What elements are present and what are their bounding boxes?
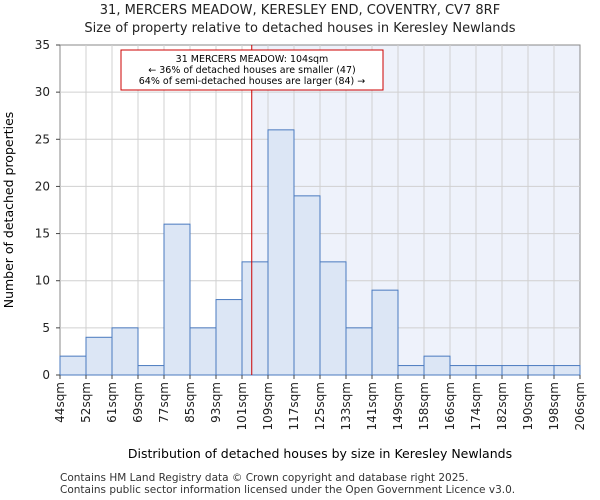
y-axis-label: Number of detached properties <box>1 112 16 309</box>
x-tick-label: 44sqm <box>53 382 67 423</box>
histogram-bar <box>137 365 165 376</box>
histogram-bar <box>215 299 243 376</box>
y-tick-label: 0 <box>42 368 50 382</box>
title-block: 31, MERCERS MEADOW, KERESLEY END, COVENT… <box>0 2 600 38</box>
x-tick-label: 158sqm <box>417 382 431 430</box>
histogram-bar <box>59 355 87 376</box>
histogram-bar <box>371 289 399 376</box>
y-tick-label: 25 <box>35 132 50 146</box>
histogram-bar <box>527 365 555 376</box>
histogram-bar <box>85 336 113 376</box>
x-tick-label: 149sqm <box>391 382 405 430</box>
annotation-frame <box>120 49 384 91</box>
histogram-bar <box>293 195 321 376</box>
histogram-bar <box>423 355 451 376</box>
histogram-bar <box>111 327 139 376</box>
x-tick-label: 206sqm <box>573 382 587 430</box>
x-tick-label: 133sqm <box>339 382 353 430</box>
histogram-bar <box>345 327 373 376</box>
x-tick-label: 52sqm <box>79 382 93 423</box>
x-axis-ticks: 44sqm 52sqm 61sqm 69sqm 77sqm 85sqm 93sqm 101sq… <box>53 375 587 430</box>
x-tick-label: 77sqm <box>157 382 171 423</box>
y-tick-label: 10 <box>35 274 50 288</box>
x-tick-label: 166sqm <box>443 382 457 430</box>
x-tick-label: 125sqm <box>313 382 327 430</box>
y-tick-label: 30 <box>35 85 50 99</box>
y-tick-label: 5 <box>42 321 50 335</box>
footer: Contains HM Land Registry data © Crown c… <box>60 472 515 496</box>
x-axis-label: Distribution of detached houses by size … <box>128 446 512 461</box>
y-tick-label: 20 <box>35 179 50 193</box>
x-tick-label: 117sqm <box>287 382 301 430</box>
footer-line-1: Contains HM Land Registry data © Crown c… <box>60 472 469 484</box>
histogram-bar <box>267 129 295 376</box>
x-tick-label: 141sqm <box>365 382 379 430</box>
histogram-bar <box>241 261 269 376</box>
x-tick-label: 109sqm <box>261 382 275 430</box>
x-tick-label: 190sqm <box>521 382 535 430</box>
x-tick-label: 198sqm <box>547 382 561 430</box>
chart-title: 31, MERCERS MEADOW, KERESLEY END, COVENT… <box>99 3 501 18</box>
annotation-box: 31 MERCERS MEADOW: 104sqm ← 36% of detac… <box>120 49 384 91</box>
histogram-bar <box>501 365 529 376</box>
x-tick-label: 61sqm <box>105 382 119 423</box>
x-tick-label: 182sqm <box>495 382 509 430</box>
histogram-bar <box>553 365 581 376</box>
x-tick-label: 174sqm <box>469 382 483 430</box>
footer-line-2: Contains public sector information licen… <box>60 484 516 496</box>
chart-subtitle: Size of property relative to detached ho… <box>84 21 516 36</box>
histogram-bar <box>397 365 425 376</box>
annotation-line-1: 31 MERCERS MEADOW: 104sqm <box>176 54 329 65</box>
y-axis-ticks: 0 5 10 15 20 25 30 35 <box>35 38 60 382</box>
annotation-line-2: ← 36% of detached houses are smaller (47… <box>148 65 355 76</box>
y-tick-label: 15 <box>35 227 50 241</box>
x-tick-label: 69sqm <box>131 382 145 423</box>
histogram-bar <box>475 365 503 376</box>
y-tick-label: 35 <box>35 38 50 52</box>
x-tick-label: 93sqm <box>209 382 223 423</box>
histogram-bar <box>319 261 347 376</box>
x-tick-label: 85sqm <box>183 382 197 423</box>
annotation-line-3: 64% of semi-detached houses are larger (… <box>139 76 366 87</box>
histogram-bar <box>163 223 191 376</box>
bars-layer <box>59 129 581 376</box>
x-tick-label: 101sqm <box>235 382 249 430</box>
histogram-bar <box>189 327 217 376</box>
histogram-bar <box>449 365 477 376</box>
